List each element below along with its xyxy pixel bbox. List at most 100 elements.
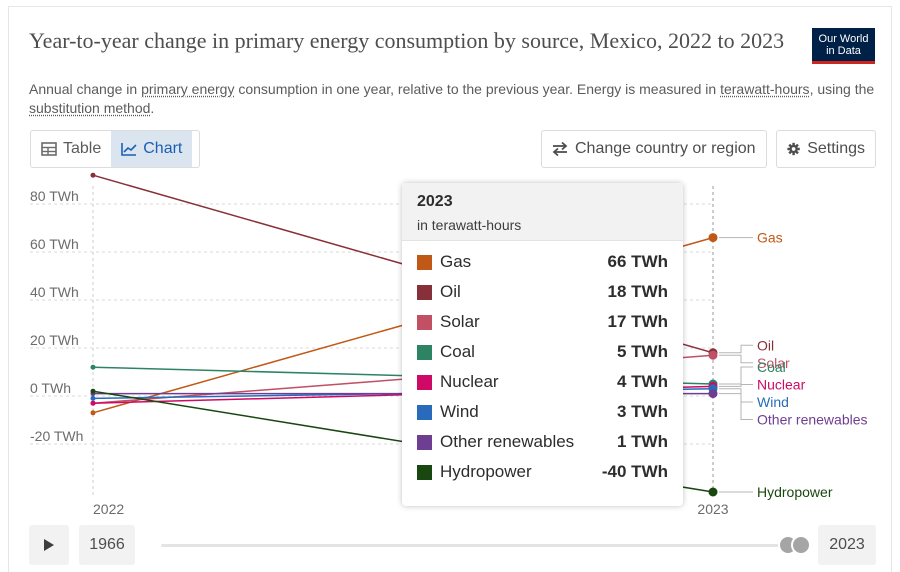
data-point	[708, 350, 718, 360]
tooltip-row: Nuclear 4 TWh	[417, 367, 668, 397]
tooltip-row: Gas 66 TWh	[417, 247, 668, 277]
y-tick-label: 80 TWh	[30, 188, 79, 204]
tooltip-swatch	[417, 464, 432, 480]
chart-card	[8, 6, 892, 572]
tooltip-swatch	[417, 344, 432, 360]
tab-chart[interactable]: Chart	[111, 131, 193, 167]
tooltip-swatch	[417, 284, 432, 300]
tooltip-row: Other renewables 1 TWh	[417, 427, 668, 457]
legend-connector	[719, 388, 753, 403]
tooltip-swatch	[417, 404, 432, 420]
y-tick-label: 0 TWh	[30, 380, 71, 396]
change-region-button[interactable]: Change country or region	[541, 130, 767, 168]
y-tick-label: 40 TWh	[30, 284, 79, 300]
legend-label: Solar	[757, 355, 790, 371]
subtitle-text: , using the	[809, 81, 875, 97]
tooltip-series-name: Gas	[440, 252, 472, 271]
tab-table[interactable]: Table	[31, 131, 111, 167]
data-point	[90, 388, 96, 394]
y-tick-label: 60 TWh	[30, 236, 79, 252]
chart-subtitle: Annual change in primary energy consumpt…	[29, 80, 879, 118]
tooltip-row: Oil 18 TWh	[417, 277, 668, 307]
chart-title: Year-to-year change in primary energy co…	[29, 28, 785, 53]
legend-label: Nuclear	[757, 376, 806, 392]
tooltip-series-value: 18 TWh	[607, 282, 668, 301]
play-button[interactable]	[29, 525, 69, 565]
tooltip-series-name: Solar	[440, 312, 480, 331]
timeline-end-handle[interactable]	[791, 535, 811, 555]
y-tick-label: 20 TWh	[30, 332, 79, 348]
data-point	[90, 400, 96, 406]
tooltip-swatch	[417, 434, 432, 450]
data-point	[708, 233, 718, 243]
data-point	[708, 487, 718, 497]
tooltip-series-value: 66 TWh	[607, 252, 668, 271]
subtitle-text: consumption in one year, relative to the…	[234, 81, 721, 97]
tooltip-series-value: 5 TWh	[617, 342, 668, 361]
logo-line-1: Our World	[818, 33, 869, 45]
swap-arrows-icon	[552, 141, 568, 157]
tooltip-row: Wind 3 TWh	[417, 397, 668, 427]
subtitle-text: .	[150, 100, 155, 116]
legend-label: Hydropower	[757, 484, 833, 500]
settings-label: Settings	[807, 140, 865, 157]
legend-label: Gas	[757, 230, 783, 246]
data-point	[90, 410, 96, 416]
timeline-track[interactable]	[161, 544, 801, 547]
tooltip-series-name: Oil	[440, 282, 461, 301]
tooltip-series-name: Wind	[440, 402, 479, 421]
legend-label: Coal	[757, 359, 786, 375]
line-chart-icon	[121, 143, 137, 156]
settings-button[interactable]: Settings	[776, 130, 876, 168]
timeline-end-year[interactable]: 2023	[818, 525, 876, 565]
y-tick-label: -20 TWh	[30, 428, 83, 444]
tab-table-label: Table	[63, 140, 102, 157]
view-tabs: Table Chart	[30, 130, 200, 168]
change-region-label: Change country or region	[575, 140, 756, 157]
tooltip-series-name: Hydropower	[440, 462, 532, 481]
tooltip-series-name: Nuclear	[440, 372, 499, 391]
subtitle-link[interactable]: substitution method	[29, 100, 151, 116]
legend-connector	[719, 344, 753, 354]
data-tooltip: 2023 in terawatt-hours Gas 66 TWh Oil 18 TW…	[402, 183, 683, 506]
subtitle-link[interactable]: primary energy	[141, 81, 235, 97]
table-icon	[41, 142, 57, 156]
legend-label: Oil	[757, 337, 774, 353]
tooltip-header: 2023 in terawatt-hours	[402, 183, 683, 241]
play-icon	[44, 539, 54, 551]
tooltip-series-value: 1 TWh	[617, 432, 668, 451]
legend-connector	[719, 383, 753, 387]
tooltip-series-value: 17 TWh	[607, 312, 668, 331]
owid-logo[interactable]: Our World in Data	[812, 28, 875, 64]
timeline: 1966 2023	[29, 525, 876, 567]
subtitle-text: Annual change in	[29, 81, 142, 97]
data-point	[90, 395, 96, 401]
legend-connector	[719, 354, 753, 364]
tooltip-swatch	[417, 374, 432, 390]
data-point	[90, 364, 96, 370]
tooltip-unit: in terawatt-hours	[417, 217, 522, 233]
tooltip-series-value: 4 TWh	[617, 372, 668, 391]
timeline-start-year[interactable]: 1966	[79, 525, 135, 565]
legend-connector	[719, 393, 753, 420]
tooltip-series-value: 3 TWh	[617, 402, 668, 421]
data-point	[708, 389, 718, 399]
tooltip-year: 2023	[417, 193, 453, 210]
logo-line-2: in Data	[826, 45, 861, 57]
tooltip-swatch	[417, 314, 432, 330]
tab-chart-label: Chart	[143, 140, 183, 157]
tooltip-row: Solar 17 TWh	[417, 307, 668, 337]
tooltip-series-name: Coal	[440, 342, 475, 361]
x-tick-label: 2022	[93, 501, 124, 517]
tooltip-row: Hydropower -40 TWh	[417, 457, 668, 487]
legend-connector	[719, 366, 753, 385]
data-point	[90, 172, 96, 178]
x-tick-label: 2023	[697, 501, 728, 517]
legend-label: Wind	[757, 394, 789, 410]
gear-icon	[787, 142, 800, 156]
tooltip-series-name: Other renewables	[440, 432, 575, 451]
tooltip-series-value: -40 TWh	[601, 462, 668, 481]
subtitle-link[interactable]: terawatt-hours	[720, 81, 810, 97]
legend-label: Other renewables	[757, 411, 868, 427]
tooltip-rows: Gas 66 TWh Oil 18 TWh Solar 17 TWh Coal 5 TWh Nu…	[402, 241, 683, 487]
